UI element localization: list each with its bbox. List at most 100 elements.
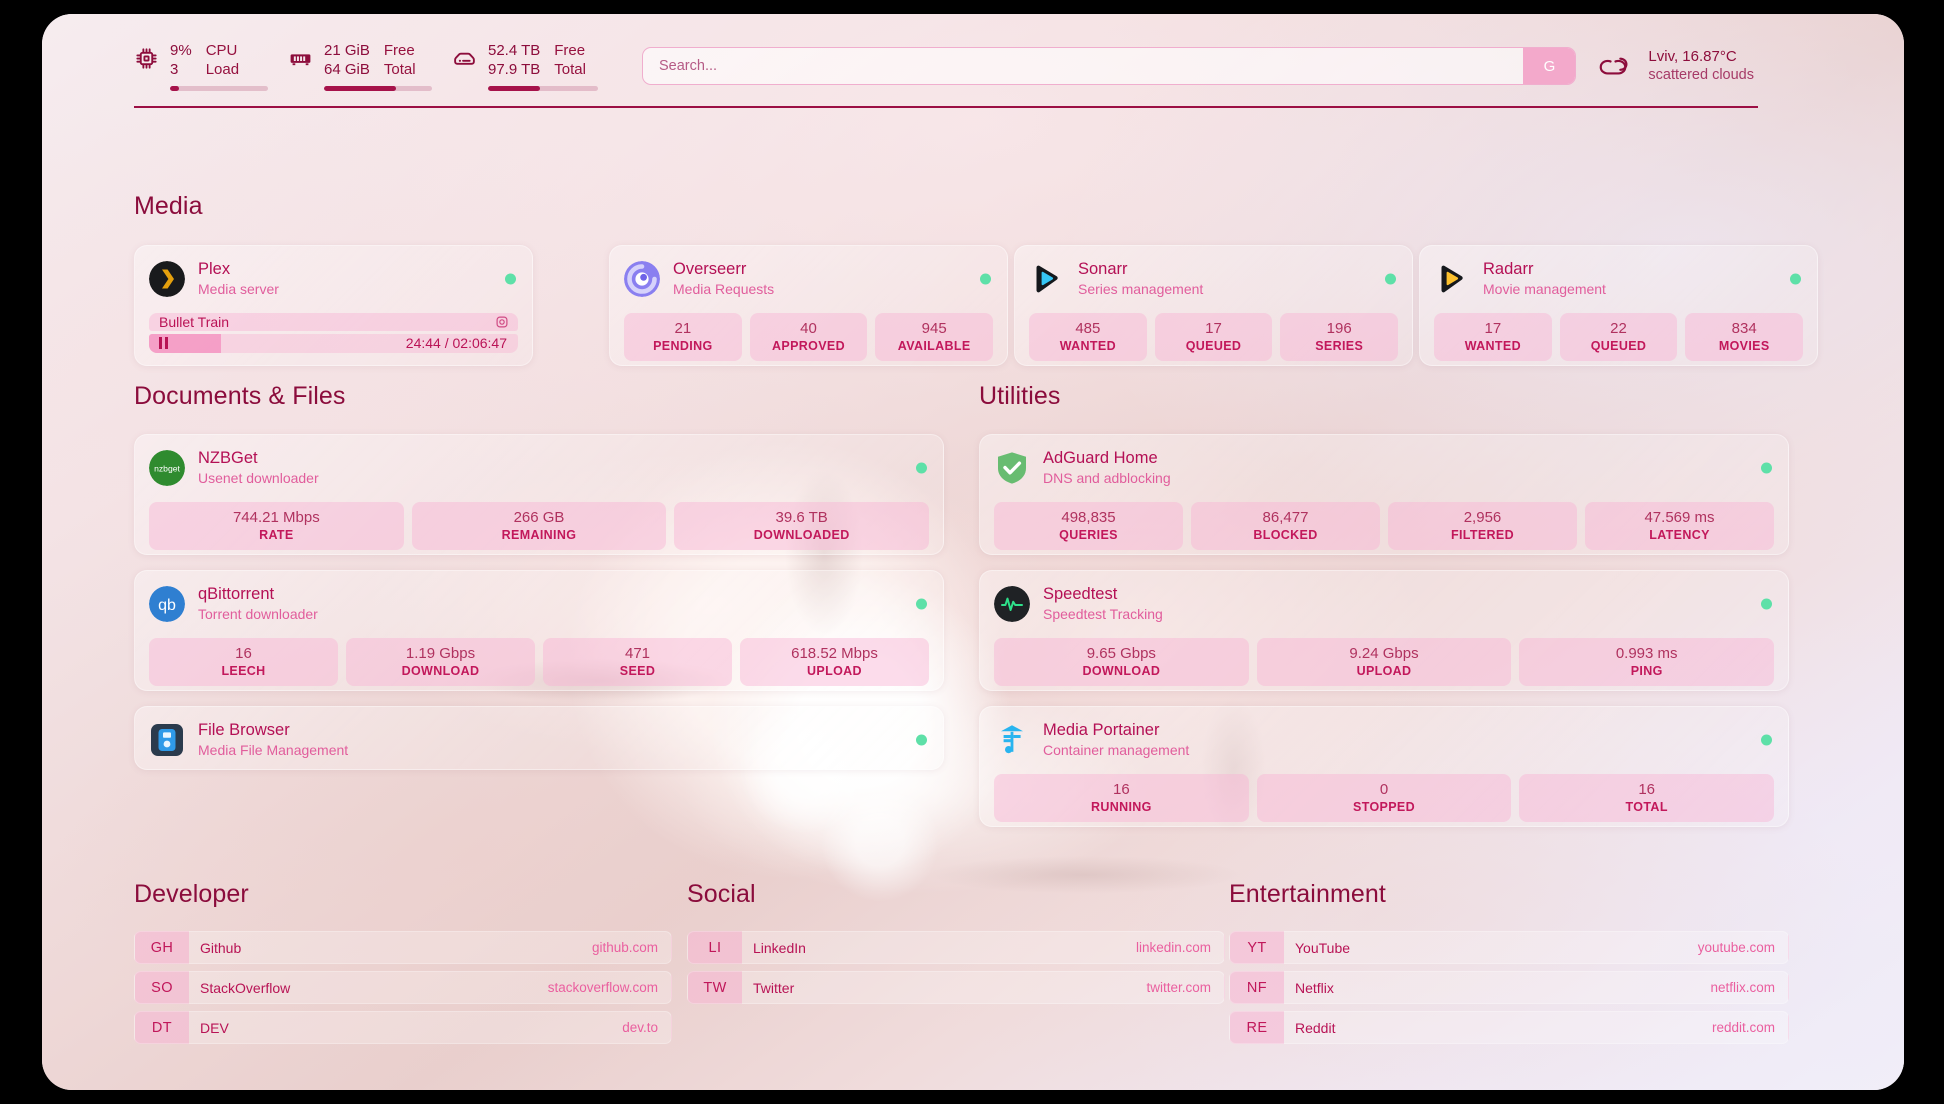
bookmark-name: Github <box>200 939 242 956</box>
sonarr-status-dot <box>1385 273 1396 285</box>
bookmark-url: twitter.com <box>1146 980 1211 995</box>
card-plex[interactable]: Plex Media server Bullet Train 24:44 / 0… <box>134 245 533 366</box>
nzbget-status-dot <box>916 462 927 474</box>
bookmark-netflix[interactable]: NF Netflix netflix.com <box>1229 971 1789 1004</box>
bookmark-abbr: LI <box>708 939 722 956</box>
disk-free-value: 52.4 TB <box>488 41 541 59</box>
device-icon <box>495 315 509 329</box>
bookmark-twitter[interactable]: TW Twitter twitter.com <box>687 971 1225 1004</box>
cpu-load-value: 3 <box>170 61 179 78</box>
tile-label: RATE <box>259 527 294 542</box>
bookmark-abbr: NF <box>1246 979 1268 996</box>
tile-label: STOPPED <box>1353 799 1415 814</box>
search-submit-button[interactable]: G <box>1523 48 1576 84</box>
tile-value: 744.21 Mbps <box>232 508 320 526</box>
tile-value: 17 <box>1484 319 1502 337</box>
disk-label-bottom: Total <box>554 61 586 78</box>
card-qbittorrent[interactable]: qb qBittorrent Torrent downloader 16 LEE… <box>134 570 944 691</box>
tile-value: 21 <box>674 319 692 337</box>
disk-total-value: 97.9 TB <box>488 61 541 78</box>
tile-approved: 40 APPROVED <box>749 312 868 361</box>
tile-wanted: 485 WANTED <box>1029 312 1147 361</box>
card-speedtest[interactable]: Speedtest Speedtest Tracking 9.65 Gbps D… <box>979 570 1789 691</box>
file-browser-status-dot <box>916 734 927 746</box>
tile-value: 471 <box>624 644 651 662</box>
overseerr-subtitle: Media Requests <box>673 281 775 298</box>
radarr-status-dot <box>1790 273 1801 285</box>
tile-value: 9.65 Gbps <box>1086 644 1156 662</box>
disk-label-top: Free <box>554 41 586 59</box>
tile-label: PING <box>1630 663 1663 678</box>
card-nzbget[interactable]: nzbget NZBGet Usenet downloader 744.21 M… <box>134 434 944 555</box>
plex-progress-bar[interactable]: 24:44 / 02:06:47 <box>149 333 518 353</box>
bookmark-linkedin[interactable]: LI LinkedIn linkedin.com <box>687 931 1225 964</box>
bookmark-abbr: SO <box>151 979 173 996</box>
memory-free-value: 21 GiB <box>324 41 370 59</box>
weather-widget[interactable]: Lviv, 16.87°C scattered clouds <box>1598 47 1758 86</box>
bookmark-stackoverflow[interactable]: SO StackOverflow stackoverflow.com <box>134 971 672 1004</box>
tile-label: UPLOAD <box>807 663 862 678</box>
tile-blocked: 86,477 BLOCKED <box>1191 501 1380 550</box>
plex-icon <box>149 260 185 297</box>
tile-label: QUEUED <box>1590 338 1647 353</box>
tile-rate: 744.21 Mbps RATE <box>149 501 404 550</box>
tile-value: 498,835 <box>1061 508 1116 526</box>
tile-value: 945 <box>921 319 947 337</box>
adguard-subtitle: DNS and adblocking <box>1043 470 1171 487</box>
bookmark-youtube[interactable]: YT YouTube youtube.com <box>1229 931 1789 964</box>
memory-total-value: 64 GiB <box>324 61 370 78</box>
tile-seed: 471 SEED <box>543 637 732 686</box>
bookmark-abbr: RE <box>1246 1019 1268 1036</box>
card-radarr[interactable]: Radarr Movie management 17 WANTED 22 QUE… <box>1419 245 1818 366</box>
pause-icon[interactable] <box>159 337 168 350</box>
tile-running: 16 RUNNING <box>994 773 1249 822</box>
tile-label: DOWNLOADED <box>753 527 850 542</box>
cpu-usage-bar <box>170 86 268 92</box>
sonarr-title: Sonarr <box>1078 260 1128 278</box>
bookmark-github[interactable]: GH Github github.com <box>134 931 672 964</box>
adguard-status-dot <box>1761 462 1772 474</box>
bookmark-name: LinkedIn <box>753 939 806 956</box>
tile-label: RUNNING <box>1090 799 1152 814</box>
tile-queries: 498,835 QUERIES <box>994 501 1183 550</box>
bookmark-abbr: DT <box>151 1019 173 1036</box>
bookmark-abbr: TW <box>703 979 727 996</box>
tile-label: MOVIES <box>1718 338 1770 353</box>
cpu-label-top: CPU <box>205 41 238 59</box>
overseerr-tiles: 21 PENDING 40 APPROVED 945 AVAILABLE <box>624 312 994 361</box>
top-bar: 9% 3 CPU Load <box>134 26 1758 108</box>
overseerr-title: Overseerr <box>673 260 747 278</box>
qbittorrent-icon: qb <box>149 585 185 622</box>
bookmark-url: dev.to <box>622 1020 658 1035</box>
adguard-tiles: 498,835 QUERIES 86,477 BLOCKED 2,956 FIL… <box>994 501 1774 550</box>
bookmark-url: youtube.com <box>1697 940 1775 955</box>
bookmark-abbr: GH <box>150 939 174 956</box>
card-sonarr[interactable]: Sonarr Series management 485 WANTED 17 Q… <box>1014 245 1413 366</box>
memory-values: 21 GiB 64 GiB <box>324 41 370 79</box>
adguard-shield-icon <box>994 450 1030 486</box>
search-input[interactable] <box>643 48 1524 84</box>
search-bar[interactable]: G <box>642 47 1577 85</box>
bookmark-url: reddit.com <box>1711 1020 1775 1035</box>
bookmark-url: github.com <box>591 940 658 955</box>
radarr-title: Radarr <box>1483 260 1534 278</box>
plex-now-playing-row: Bullet Train <box>149 312 518 331</box>
tile-label: TOTAL <box>1625 799 1668 814</box>
overseerr-icon <box>624 260 660 297</box>
card-adguard-home[interactable]: AdGuard Home DNS and adblocking 498,835 … <box>979 434 1789 555</box>
disk-usage-bar <box>488 86 598 92</box>
card-media-portainer[interactable]: Media Portainer Container management 16 … <box>979 706 1789 827</box>
card-file-browser[interactable]: File Browser Media File Management <box>134 706 944 770</box>
bookmark-name: YouTube <box>1295 939 1351 956</box>
bookmark-dev[interactable]: DT DEV dev.to <box>134 1011 672 1044</box>
tile-label: WANTED <box>1464 338 1521 353</box>
bookmark-abbr: YT <box>1247 939 1267 956</box>
bookmark-reddit[interactable]: RE Reddit reddit.com <box>1229 1011 1789 1044</box>
card-overseerr[interactable]: Overseerr Media Requests 21 PENDING 40 A… <box>609 245 1008 366</box>
tile-label: APPROVED <box>772 338 845 353</box>
bookmark-name: Twitter <box>753 979 795 996</box>
qbittorrent-tiles: 16 LEECH 1.19 Gbps DOWNLOAD 471 SEED 618… <box>149 637 929 686</box>
nzbget-subtitle: Usenet downloader <box>198 470 319 487</box>
tile-label: BLOCKED <box>1253 527 1318 542</box>
tile-value: 86,477 <box>1262 508 1309 526</box>
